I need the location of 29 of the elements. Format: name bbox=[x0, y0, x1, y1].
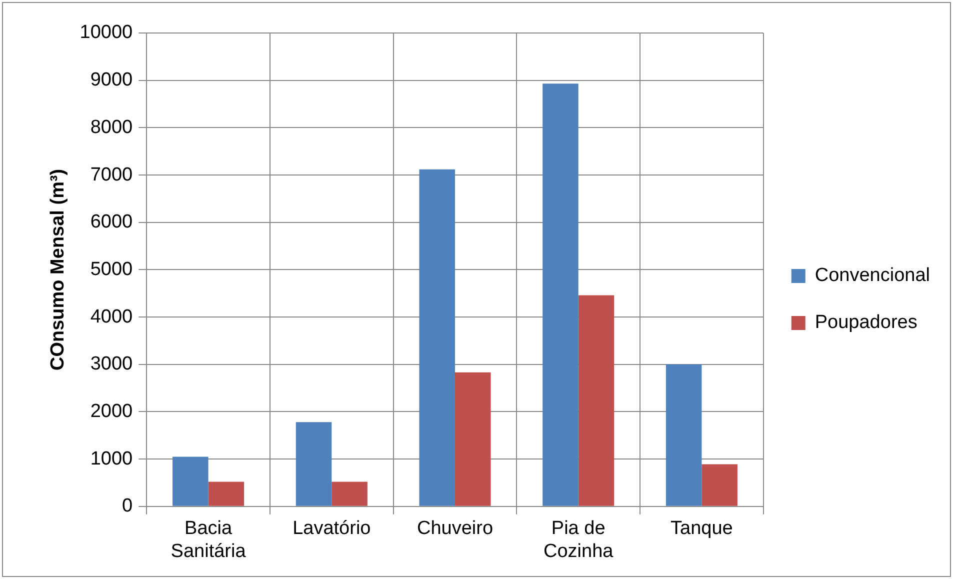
y-tick-label: 4000 bbox=[90, 306, 133, 328]
y-tick-label: 10000 bbox=[80, 22, 133, 44]
y-tick-label: 3000 bbox=[90, 354, 133, 375]
y-axis-title: COnsumo Mensal (m³) bbox=[48, 168, 69, 371]
y-tick-label: 5000 bbox=[90, 258, 133, 280]
x-tick-label: Bacia Sanitária bbox=[170, 518, 246, 562]
bar bbox=[419, 169, 455, 506]
bar bbox=[296, 422, 332, 506]
y-tick-label: 7000 bbox=[90, 164, 133, 186]
x-tick-label: Chuveiro bbox=[416, 518, 494, 540]
x-tick-label: Tanque bbox=[670, 518, 733, 540]
y-tick-label: 8000 bbox=[90, 116, 133, 138]
bar bbox=[702, 464, 738, 506]
bar bbox=[542, 84, 578, 506]
y-tick-label: 1000 bbox=[90, 448, 133, 470]
legend-label: Convencional bbox=[814, 265, 930, 286]
bar bbox=[666, 364, 702, 506]
bar bbox=[332, 482, 368, 506]
bar bbox=[172, 456, 208, 506]
bar bbox=[455, 372, 491, 506]
bar bbox=[578, 295, 614, 506]
y-tick-label: 0 bbox=[122, 496, 133, 517]
bar bbox=[208, 482, 244, 506]
legend-label: Poupadores bbox=[814, 312, 918, 334]
x-tick-label: Pia de Cozinha bbox=[543, 518, 614, 562]
x-tick-label: Lavatório bbox=[292, 518, 371, 540]
y-tick-label: 2000 bbox=[90, 400, 133, 422]
y-tick-label: 6000 bbox=[90, 212, 133, 233]
y-tick-label: 9000 bbox=[90, 70, 133, 91]
